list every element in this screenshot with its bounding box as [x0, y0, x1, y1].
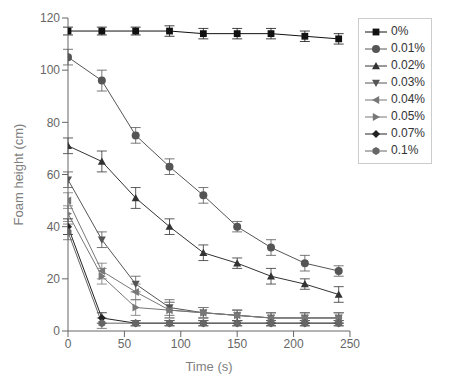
- svg-text:20: 20: [47, 272, 61, 286]
- html-text:0.1%: 0.1%: [391, 143, 419, 157]
- html-text:0%: 0%: [391, 24, 409, 38]
- html-text:0.07%: 0.07%: [391, 126, 425, 140]
- svg-text:Time (s): Time (s): [185, 359, 232, 374]
- html-text:0.02%: 0.02%: [391, 58, 425, 72]
- svg-text:100: 100: [171, 337, 191, 351]
- html-text:0.04%: 0.04%: [391, 92, 425, 106]
- svg-text:250: 250: [340, 337, 360, 351]
- svg-text:200: 200: [284, 337, 304, 351]
- svg-text:120: 120: [40, 11, 60, 25]
- svg-text:40: 40: [47, 220, 61, 234]
- svg-text:50: 50: [118, 337, 132, 351]
- html-text:0.01%: 0.01%: [391, 41, 425, 55]
- svg-text:0: 0: [65, 337, 72, 351]
- svg-text:0: 0: [53, 324, 60, 338]
- svg-text:150: 150: [227, 337, 247, 351]
- svg-text:100: 100: [40, 63, 60, 77]
- svg-text:80: 80: [47, 116, 61, 130]
- html-text:0.05%: 0.05%: [391, 109, 425, 123]
- html-text:0.03%: 0.03%: [391, 75, 425, 89]
- svg-text:Foam height (cm): Foam height (cm): [11, 124, 26, 226]
- svg-text:60: 60: [47, 168, 61, 182]
